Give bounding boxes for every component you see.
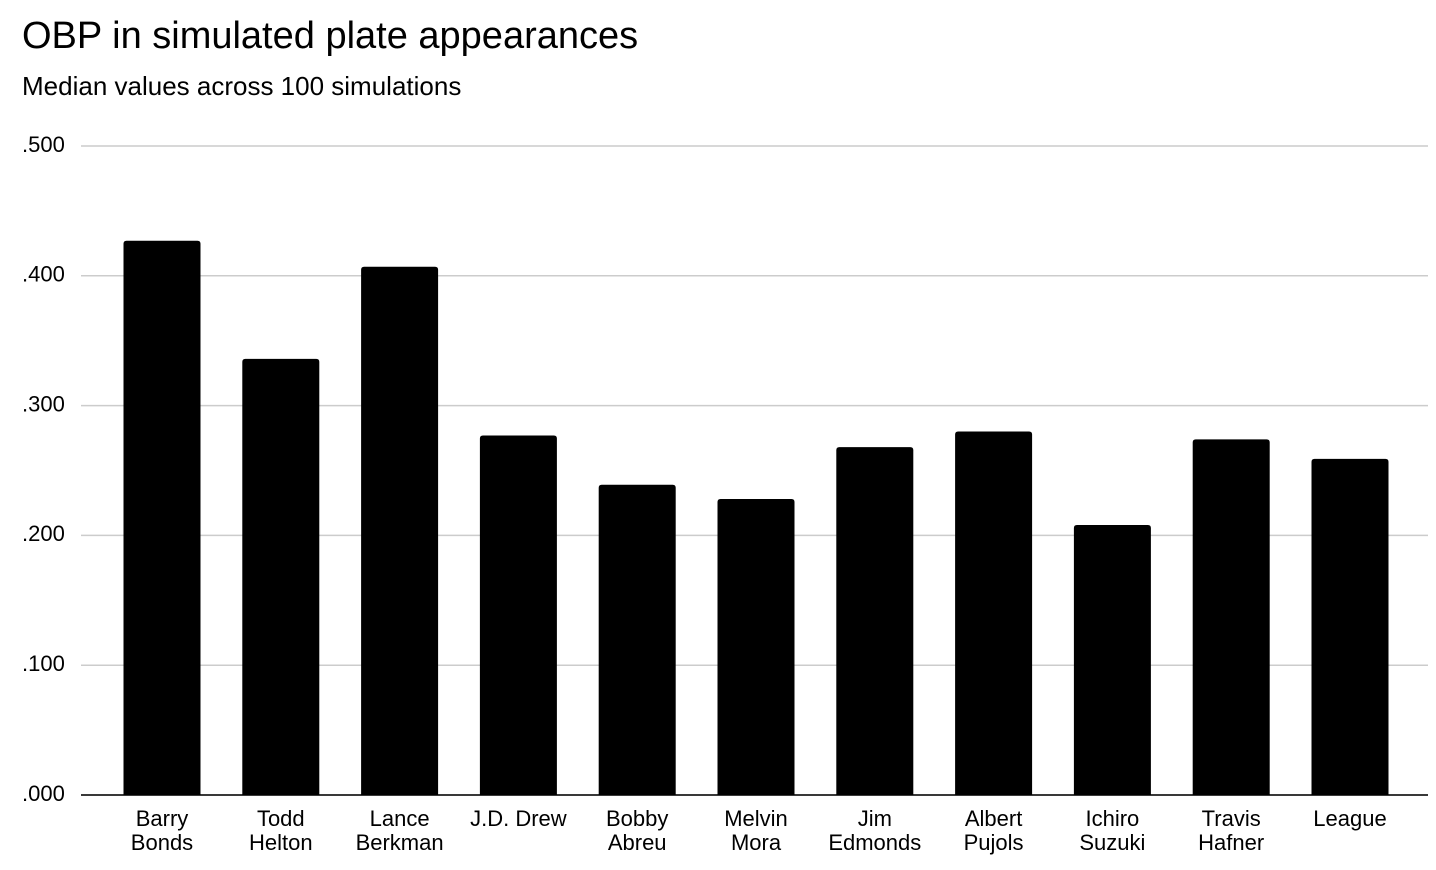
y-tick-label: .200 xyxy=(22,521,65,546)
x-tick-label: Melvin Mora xyxy=(724,806,788,855)
chart-subtitle: Median values across 100 simulations xyxy=(22,71,461,101)
x-tick-label: J.D. Drew xyxy=(470,806,567,831)
bar xyxy=(1192,439,1270,795)
x-tick-label: Travis Hafner xyxy=(1198,806,1265,855)
y-tick-label: .000 xyxy=(22,781,65,806)
x-tick-label: Todd Helton xyxy=(249,806,313,855)
bar xyxy=(836,447,914,795)
bar xyxy=(598,484,676,795)
y-tick-label: .100 xyxy=(22,651,65,676)
x-tick-label: Ichiro Suzuki xyxy=(1079,806,1146,855)
bar xyxy=(242,358,320,795)
y-tick-label: .400 xyxy=(22,262,65,287)
bar xyxy=(1073,525,1151,795)
bar xyxy=(361,266,439,795)
x-tick-label: Albert Pujols xyxy=(963,806,1024,855)
chart-title: OBP in simulated plate appearances xyxy=(22,15,638,57)
x-tick-label: Barry Bonds xyxy=(130,806,194,855)
x-tick-label: League xyxy=(1313,806,1387,831)
x-tick-label: Jim Edmonds xyxy=(828,806,922,855)
bar xyxy=(479,435,557,795)
bar xyxy=(1311,458,1389,795)
x-tick-label: Bobby Abreu xyxy=(605,806,669,855)
y-tick-label: .300 xyxy=(22,391,65,416)
bar xyxy=(955,431,1033,795)
bar xyxy=(717,499,795,795)
x-tick-label: Lance Berkman xyxy=(355,806,444,855)
bar xyxy=(123,240,201,795)
y-tick-label: .500 xyxy=(22,132,65,157)
